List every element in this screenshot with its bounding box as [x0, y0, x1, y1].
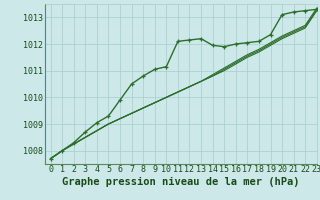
X-axis label: Graphe pression niveau de la mer (hPa): Graphe pression niveau de la mer (hPa)	[62, 177, 300, 187]
